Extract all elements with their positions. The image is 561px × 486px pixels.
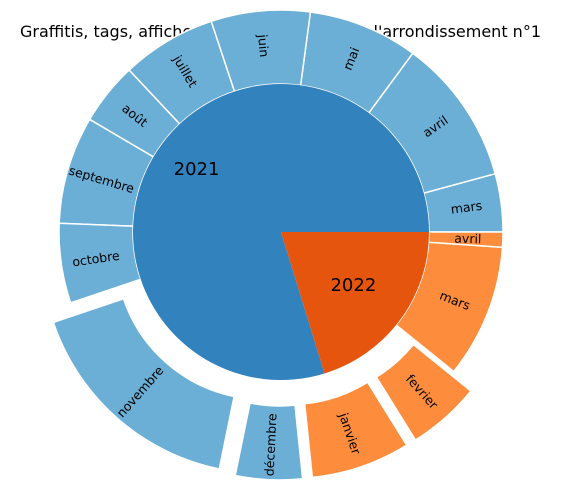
inner-slice-2022 (281, 232, 429, 374)
outer-label-2022-avril: avril (454, 230, 482, 246)
outer-label-2021-juin: juin (255, 33, 272, 58)
outer-label-2021-octobre: octobre (71, 248, 121, 270)
outer-slice-2022-fevrier (375, 343, 472, 442)
outer-slice-2021-novembre (52, 297, 235, 470)
inner-label-2021: 2021 (174, 159, 220, 180)
outer-label-2021-decembre: décembre (261, 413, 279, 477)
outer-label-2021-mars: mars (450, 198, 483, 217)
inner-slice-2021 (133, 84, 430, 381)
outer-slice-2021-decembre (234, 402, 304, 481)
outer-slice-2022-janvier (303, 381, 408, 479)
inner-label-2022: 2022 (330, 275, 376, 296)
